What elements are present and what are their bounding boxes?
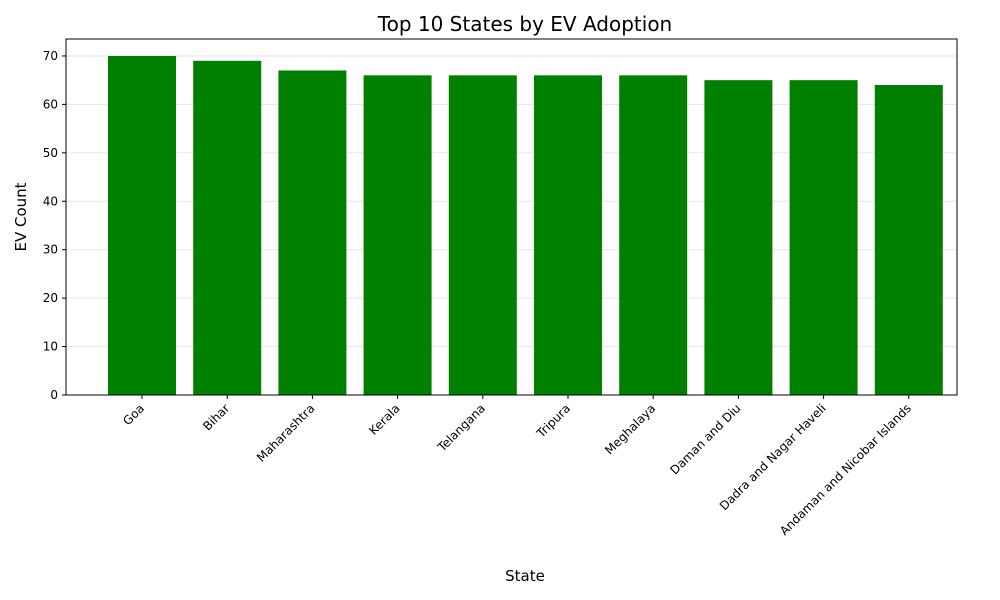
x-tick-label: Goa	[120, 401, 147, 428]
x-tick-label: Meghalaya	[602, 401, 658, 457]
y-axis-label: EV Count	[12, 182, 30, 251]
y-tick-label: 0	[50, 388, 58, 402]
y-tick-label: 10	[43, 340, 58, 354]
bar	[534, 75, 602, 395]
x-axis-label: State	[505, 567, 545, 585]
y-tick-label: 60	[43, 97, 58, 111]
x-tick-label: Tripura	[533, 401, 573, 441]
y-tick-label: 50	[43, 146, 58, 160]
y-axis-ticks: 0 10 20 30 40 50 60 70	[43, 49, 66, 402]
y-tick-label: 20	[43, 291, 58, 305]
bar	[704, 80, 773, 395]
x-tick-label: Bihar	[200, 401, 232, 433]
axes	[65, 38, 958, 396]
x-tick-label: Maharashtra	[254, 401, 318, 465]
bars	[108, 55, 943, 395]
bar	[874, 85, 943, 395]
y-tick-label: 40	[43, 194, 58, 208]
bar	[448, 75, 517, 395]
bar	[278, 70, 347, 395]
x-tick-label: Kerala	[366, 401, 403, 438]
x-tick-label: Telangana	[434, 401, 488, 455]
bar	[193, 60, 262, 395]
x-axis-ticks: Goa Bihar Maharashtra Kerala Telangana Tripur…	[120, 395, 914, 538]
bar	[108, 55, 176, 395]
chart-title: Top 10 States by EV Adoption	[377, 12, 672, 36]
y-tick-label: 30	[43, 243, 58, 257]
bar	[789, 80, 858, 395]
plot-frame	[65, 38, 958, 396]
bar	[363, 75, 432, 395]
bar	[619, 75, 688, 395]
x-tick-label: Daman and Diu	[667, 401, 743, 477]
y-tick-label: 70	[43, 49, 58, 63]
